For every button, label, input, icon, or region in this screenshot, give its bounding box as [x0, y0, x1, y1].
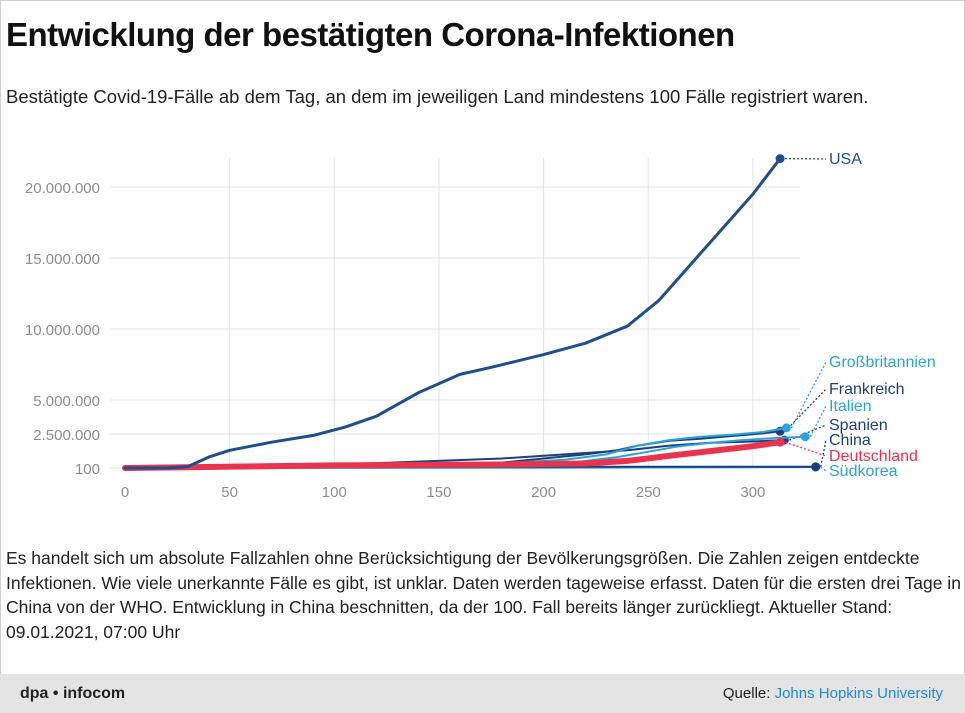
- line-chart: 100 2.500.000 5.000.000 10.000.000 15.000.00…: [25, 151, 936, 501]
- y-tick-label: 100: [75, 461, 100, 478]
- series-leader-suedkorea: [820, 466, 827, 472]
- series-endpoint-grossbritannien: [781, 423, 791, 433]
- series-leader-china: [820, 439, 827, 467]
- series-leader-deutschland: [784, 441, 827, 457]
- series-endpoint-china: [811, 462, 821, 472]
- x-tick-label: 300: [740, 484, 765, 501]
- source-label: Quelle:: [722, 685, 775, 702]
- y-tick-label: 2.500.000: [33, 427, 100, 444]
- brand-label: dpa • infocom: [20, 685, 126, 702]
- y-tick-label: 10.000.000: [25, 322, 100, 339]
- y-tick-label: 15.000.000: [25, 251, 100, 268]
- series-label-grossbritannien: Großbritannien: [829, 354, 936, 371]
- series-label-china: China: [829, 432, 871, 449]
- chart-subtitle: Bestätigte Covid-19-Fälle ab dem Tag, an…: [6, 86, 869, 107]
- x-tick-label: 200: [531, 484, 556, 501]
- y-tick-label: 20.000.000: [25, 180, 100, 197]
- x-tick-label: 100: [322, 484, 347, 501]
- series-label-spanien: Spanien: [829, 417, 888, 434]
- series-label-usa: USA: [829, 151, 862, 168]
- x-tick-label: 150: [426, 484, 451, 501]
- x-tick-label: 0: [121, 484, 129, 501]
- series-leader-frankreich: [784, 388, 827, 432]
- series-leader-grossbritannien: [790, 361, 827, 429]
- series-line-deutschland: [122, 439, 784, 471]
- series-endpoint-usa: [775, 154, 785, 164]
- series-label-frankreich: Frankreich: [829, 381, 905, 398]
- x-tick-label: 50: [221, 484, 238, 501]
- chart-note: Es handelt sich um absolute Fallzahlen o…: [6, 548, 961, 642]
- series-endpoint-italien: [800, 432, 810, 442]
- series-leader-italien: [809, 405, 827, 438]
- series-label-suedkorea: Südkorea: [829, 463, 898, 480]
- x-tick-label: 250: [636, 484, 661, 501]
- series-label-deutschland: Deutschland: [829, 448, 918, 465]
- series-label-italien: Italien: [829, 398, 872, 415]
- footer-bar: dpa • infocom Quelle: Johns Hopkins Univ…: [0, 674, 965, 713]
- series-line-usa: [123, 157, 782, 470]
- series-endpoint-deutschland: [775, 437, 785, 447]
- chart-title: Entwicklung der bestätigten Corona-Infek…: [6, 16, 735, 53]
- source-credit: Quelle: Johns Hopkins University: [723, 685, 943, 702]
- series-leader-spanien: [789, 424, 827, 441]
- source-link[interactable]: Johns Hopkins University: [774, 685, 943, 702]
- y-tick-label: 5.000.000: [33, 393, 100, 410]
